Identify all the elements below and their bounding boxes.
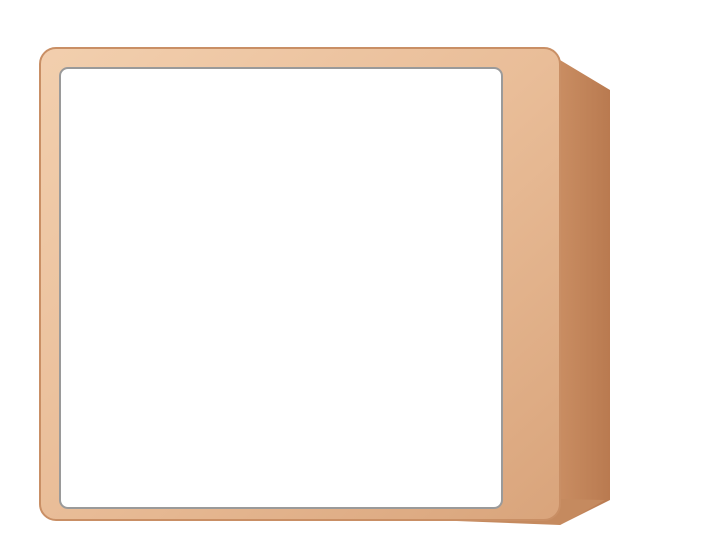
writing-board <box>59 67 503 509</box>
board-side-panel <box>560 60 610 525</box>
